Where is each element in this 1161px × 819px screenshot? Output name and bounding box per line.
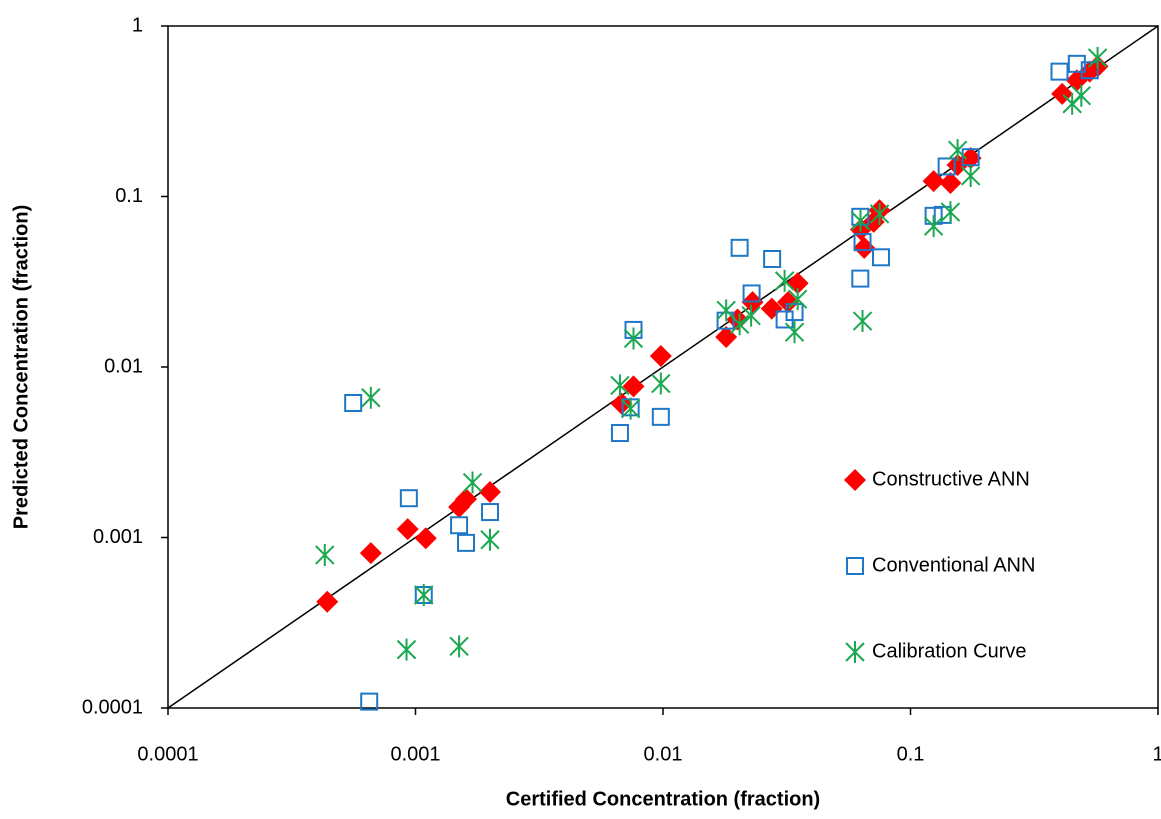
- point: [610, 374, 630, 397]
- point: [462, 471, 483, 494]
- point: [785, 303, 804, 322]
- point: [623, 327, 644, 350]
- x-axis-title: Certified Concentration (fraction): [506, 788, 820, 810]
- point: [610, 424, 629, 443]
- point: [1078, 60, 1101, 83]
- legend-label: Conventional ANN: [872, 554, 1035, 576]
- point: [937, 157, 956, 176]
- y-tick-label: 0.1: [115, 185, 143, 207]
- legend-label: Constructive ANN: [872, 468, 1030, 490]
- point: [315, 543, 335, 566]
- point: [610, 392, 633, 415]
- point: [763, 249, 782, 268]
- point: [853, 233, 872, 252]
- x-tick-label: 1: [1152, 743, 1161, 765]
- x-tick-label: 0.1: [897, 743, 925, 765]
- point: [620, 397, 641, 420]
- point: [622, 375, 645, 398]
- point: [947, 139, 968, 162]
- point: [959, 147, 982, 170]
- point: [414, 527, 437, 550]
- point: [399, 489, 418, 508]
- point: [651, 407, 670, 426]
- legend-label: Calibration Curve: [872, 640, 1027, 662]
- y-tick-label: 0.0001: [82, 696, 143, 718]
- point: [481, 503, 500, 522]
- point: [940, 201, 961, 224]
- point: [787, 288, 808, 311]
- point: [853, 236, 876, 259]
- point: [851, 269, 870, 288]
- point: [742, 284, 761, 303]
- point: [651, 372, 671, 395]
- point: [922, 170, 945, 193]
- point: [939, 171, 962, 194]
- point: [869, 202, 890, 225]
- point: [1071, 84, 1092, 107]
- point: [480, 528, 500, 551]
- point: [450, 516, 469, 535]
- point: [649, 345, 672, 368]
- identity-line: [167, 25, 1159, 709]
- point: [479, 480, 502, 503]
- point: [850, 209, 871, 232]
- point: [359, 542, 382, 565]
- point: [396, 638, 417, 661]
- point: [741, 304, 761, 327]
- x-tick-label: 0.0001: [137, 743, 198, 765]
- point: [1087, 46, 1108, 69]
- point: [872, 248, 891, 267]
- point: [960, 164, 981, 187]
- point: [361, 386, 381, 409]
- point: [784, 321, 805, 344]
- x-tick-label: 0.01: [644, 743, 683, 765]
- legend-marker: [844, 469, 866, 491]
- y-tick-label: 0.01: [104, 355, 143, 377]
- point: [774, 269, 795, 292]
- point: [923, 215, 944, 238]
- point: [730, 238, 749, 257]
- point: [449, 635, 469, 658]
- x-tick-label: 0.001: [390, 743, 440, 765]
- point: [1080, 61, 1099, 80]
- point: [1067, 54, 1086, 73]
- point: [455, 488, 478, 511]
- y-tick-label: 0.001: [93, 526, 143, 548]
- point: [729, 313, 750, 336]
- point: [777, 291, 800, 314]
- legend-marker: [846, 557, 864, 575]
- y-axis-title: Predicted Concentration (fraction): [10, 205, 32, 529]
- point: [1050, 62, 1069, 81]
- point: [414, 584, 434, 606]
- point: [396, 518, 419, 541]
- legend-marker: [845, 641, 865, 663]
- point: [360, 692, 379, 711]
- point: [852, 310, 873, 333]
- y-tick-label: 1: [132, 14, 143, 36]
- point: [344, 393, 363, 412]
- point: [316, 590, 339, 613]
- point: [457, 533, 476, 552]
